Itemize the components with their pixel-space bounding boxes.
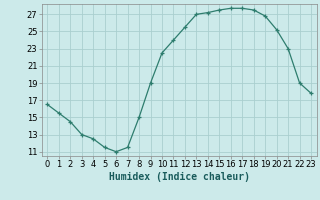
X-axis label: Humidex (Indice chaleur): Humidex (Indice chaleur) (109, 172, 250, 182)
